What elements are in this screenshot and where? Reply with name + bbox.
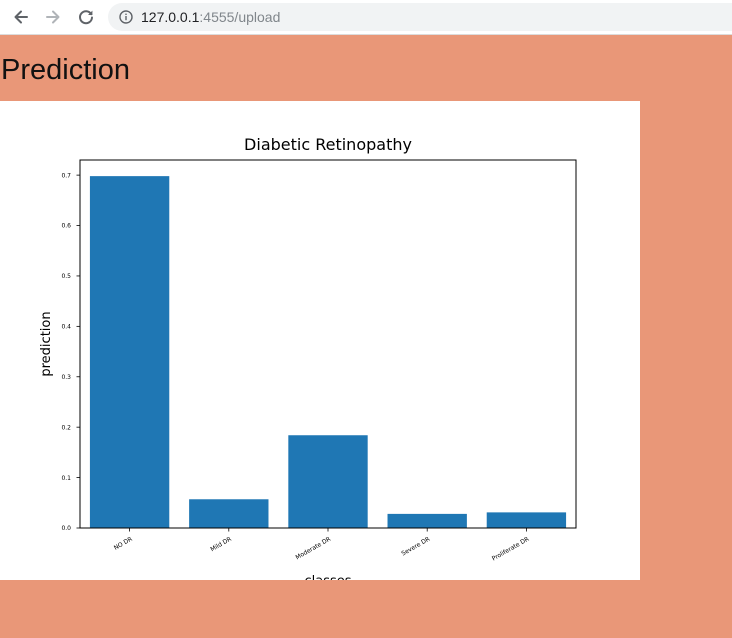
browser-toolbar: 127.0.0.1:4555/upload <box>0 0 732 35</box>
y-tick-label: 0.3 <box>61 374 71 381</box>
back-button[interactable] <box>10 6 32 28</box>
chart-title: Diabetic Retinopathy <box>244 135 412 154</box>
bar-severe-dr <box>387 513 467 528</box>
x-tick-label: Severe DR <box>400 536 431 558</box>
x-tick-label: NO DR <box>113 536 134 552</box>
y-tick-label: 0.7 <box>61 172 71 179</box>
y-tick-label: 0.2 <box>61 424 71 431</box>
y-tick-label: 0.1 <box>61 475 71 482</box>
url-text: 127.0.0.1:4555/upload <box>141 9 280 25</box>
forward-button[interactable] <box>42 6 64 28</box>
url-path: :4555/upload <box>199 9 281 25</box>
address-bar[interactable]: 127.0.0.1:4555/upload <box>108 3 732 31</box>
x-tick-label: Proliferate DR <box>491 536 530 563</box>
x-tick-label: Mild DR <box>209 536 232 554</box>
reload-icon <box>79 10 93 25</box>
forward-arrow-icon <box>46 10 60 24</box>
bar-moderate-dr <box>288 435 368 528</box>
reload-button[interactable] <box>75 6 97 28</box>
y-tick-label: 0.5 <box>61 273 71 280</box>
url-host: 127.0.0.1 <box>141 9 200 25</box>
bar-no-dr <box>89 176 170 528</box>
bar-mild-dr <box>189 499 269 528</box>
y-tick-label: 0.4 <box>61 324 71 331</box>
y-axis-label: prediction <box>39 311 54 376</box>
y-tick-label: 0.6 <box>61 223 71 230</box>
y-tick-label: 0.0 <box>61 525 71 532</box>
prediction-chart: Diabetic Retinopathy 0.0 0.1 0.2 0.3 0.4 0.5 0.… <box>39 135 577 580</box>
x-tick-label: Moderate DR <box>295 536 332 562</box>
back-arrow-icon <box>14 10 28 24</box>
info-icon[interactable] <box>119 10 133 24</box>
chart-panel: Diabetic Retinopathy 0.0 0.1 0.2 0.3 0.4 0.5 0.… <box>0 101 640 580</box>
page-title: Prediction <box>1 54 130 86</box>
x-axis-label: classes <box>304 574 351 580</box>
bar-proliferate-dr <box>486 512 567 528</box>
